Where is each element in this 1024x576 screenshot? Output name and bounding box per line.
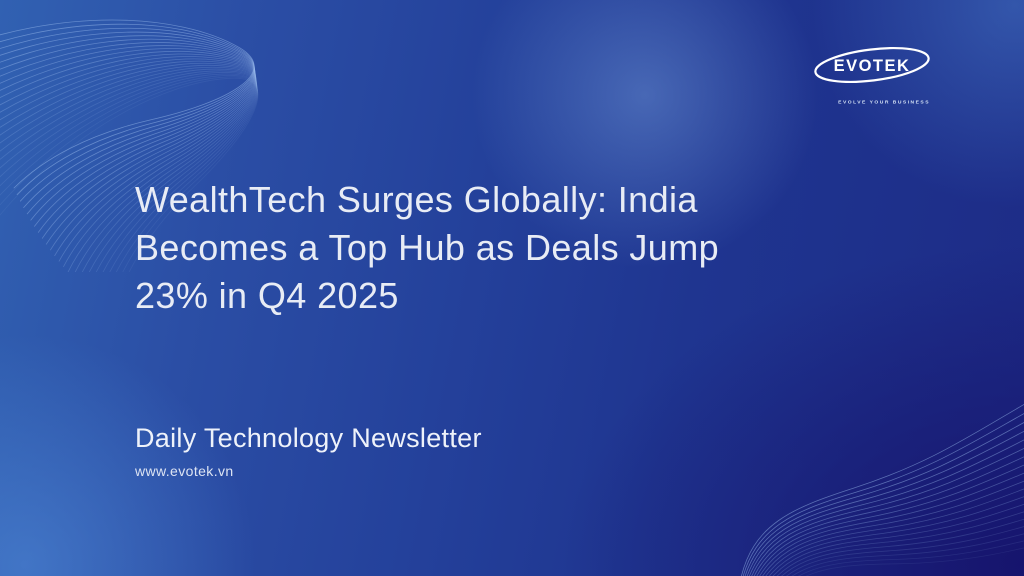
headline-line-2: Becomes a Top Hub as Deals Jump bbox=[135, 227, 720, 268]
newsletter-label: Daily Technology Newsletter bbox=[135, 423, 482, 453]
logo-orbit-swoosh bbox=[814, 47, 930, 83]
headline-line-1: WealthTech Surges Globally: India bbox=[135, 179, 698, 220]
headline-line-3: 23% in Q4 2025 bbox=[135, 275, 399, 316]
footer: Daily Technology Newsletter www.evotek.v… bbox=[135, 423, 482, 479]
wave-pattern-bottom-right bbox=[740, 400, 1024, 576]
logo-emblem: EVOTEK bbox=[814, 47, 930, 83]
headline: WealthTech Surges Globally: India Become… bbox=[135, 176, 895, 320]
logo: EVOTEK EVOLVE YOUR BUSINESS bbox=[810, 44, 934, 111]
logo-tagline: EVOLVE YOUR BUSINESS bbox=[838, 99, 931, 105]
website-url: www.evotek.vn bbox=[135, 463, 234, 479]
logo-wordmark: EVOTEK bbox=[834, 57, 911, 75]
